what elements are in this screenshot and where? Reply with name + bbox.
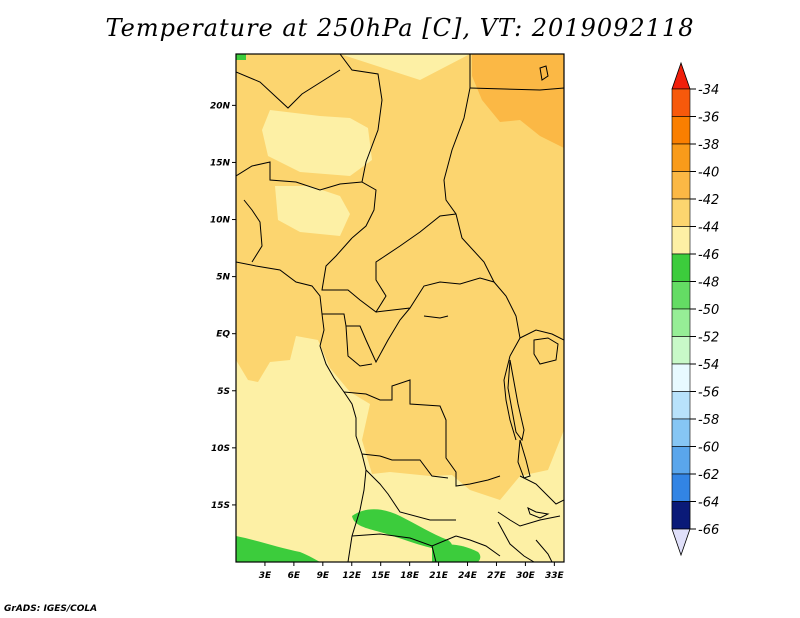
- colorbar-swatch: [671, 116, 691, 145]
- field-green-dot: [236, 54, 246, 60]
- colorbar-label: -48: [698, 276, 719, 291]
- y-tick-label: 15N: [210, 158, 231, 168]
- border-line: [321, 213, 457, 313]
- y-tick-label: 15S: [211, 501, 230, 511]
- field-warm-ne: [472, 54, 564, 148]
- border-line: [365, 469, 456, 521]
- border-line: [469, 87, 564, 91]
- border-line: [519, 329, 564, 341]
- colorbar-bottom-arrow: [671, 528, 691, 557]
- lake-outline: [517, 439, 531, 479]
- x-tick-label: 30E: [516, 571, 536, 581]
- border-line: [339, 54, 383, 239]
- colorbar-label: -58: [698, 413, 719, 428]
- colorbar-swatch: [671, 446, 691, 475]
- border-line: [519, 475, 564, 505]
- colorbar-top-arrow: [671, 61, 691, 90]
- y-tick-label: 20N: [210, 101, 231, 111]
- border-line: [503, 355, 517, 441]
- colorbar-label: -54: [698, 358, 719, 373]
- border-line: [455, 535, 501, 557]
- field-green-sw2: [236, 536, 320, 562]
- colorbar-label: -44: [698, 221, 719, 236]
- colorbar-swatch: [671, 473, 691, 502]
- chart-title: Temperature at 250hPa [C], VT: 201909211…: [105, 14, 695, 42]
- colorbar-label: -66: [698, 523, 719, 538]
- colorbar-label: -36: [698, 111, 719, 126]
- border-line: [431, 545, 437, 562]
- y-tick-label: 5S: [217, 387, 230, 397]
- colorbar-swatch: [671, 501, 691, 530]
- x-tick-label: 9E: [317, 571, 330, 581]
- border-line: [497, 511, 561, 527]
- colorbar-swatch: [671, 88, 691, 117]
- lake-outline: [533, 337, 559, 365]
- field-cool-north: [262, 110, 372, 236]
- colorbar-label: -56: [698, 386, 719, 401]
- coastline: [236, 261, 367, 562]
- border-line: [322, 307, 411, 364]
- colorbar-swatch: [671, 308, 691, 337]
- x-tick-label: 12E: [342, 571, 362, 581]
- colorbar-swatch: [671, 171, 691, 200]
- x-tick-label: 27E: [487, 571, 507, 581]
- x-tick-label: 15E: [371, 571, 391, 581]
- temperature-field: [236, 54, 564, 562]
- lake-outline: [423, 315, 449, 319]
- border-line: [345, 325, 373, 367]
- x-tick-label: 18E: [400, 571, 420, 581]
- colorbar-swatch: [671, 143, 691, 172]
- colorbar-label: -60: [698, 441, 719, 456]
- colorbar-swatch: [671, 336, 691, 365]
- border-line: [375, 277, 521, 357]
- colorbar-swatch: [671, 253, 691, 282]
- x-tick-label: 24E: [458, 571, 478, 581]
- colorbar-label: -50: [698, 303, 719, 318]
- field-green-se: [432, 544, 481, 562]
- border-line: [236, 161, 363, 191]
- lake-outline: [539, 65, 549, 81]
- border-line: [535, 539, 553, 562]
- axes: 3E 6E 9E 12E 15E 18E 21E 24E 27E 30E 33E 20N 15N 10N 5…: [210, 101, 565, 581]
- colorbar-label: -42: [698, 193, 719, 208]
- colorbar-label: -52: [698, 331, 719, 346]
- y-tick-label: 10S: [211, 444, 230, 454]
- colorbar-label: -62: [698, 468, 719, 483]
- border-line: [236, 69, 341, 109]
- colorbar-swatch: [671, 198, 691, 227]
- border-line: [443, 54, 495, 283]
- x-tick-label: 3E: [259, 571, 272, 581]
- colorbar-label: -64: [698, 496, 719, 511]
- colorbar-swatch: [671, 281, 691, 310]
- lake-outline: [527, 507, 550, 519]
- border-line: [497, 521, 535, 562]
- field-green-sw1: [352, 509, 453, 551]
- colorbar-label: -34: [698, 83, 719, 98]
- colorbar-swatch: [671, 226, 691, 255]
- lake-outline: [507, 359, 525, 442]
- border-line: [351, 533, 457, 547]
- colorbar-swatch: [671, 418, 691, 447]
- x-tick-label: 33E: [545, 571, 565, 581]
- colorbar: -34 -36 -38 -40 -42 -44 -46 -48 -50 -52 -54 -56 -58 -…: [671, 61, 719, 557]
- border-line: [361, 453, 449, 479]
- country-borders: [236, 54, 564, 562]
- y-tick-label: 10N: [210, 216, 231, 226]
- y-tick-label: 5N: [216, 273, 230, 283]
- border-line: [343, 379, 501, 487]
- border-line: [243, 199, 263, 263]
- colorbar-label: -40: [698, 166, 719, 181]
- colorbar-label: -38: [698, 138, 719, 153]
- map-frame: [235, 53, 565, 563]
- colorbar-swatch: [671, 363, 691, 392]
- y-tick-label: EQ: [216, 330, 230, 340]
- colorbar-swatch: [671, 391, 691, 420]
- x-tick-label: 6E: [288, 571, 301, 581]
- x-tick-label: 21E: [429, 571, 449, 581]
- colorbar-label: -46: [698, 248, 719, 263]
- grads-credit: GrADS: IGES/COLA: [4, 604, 98, 614]
